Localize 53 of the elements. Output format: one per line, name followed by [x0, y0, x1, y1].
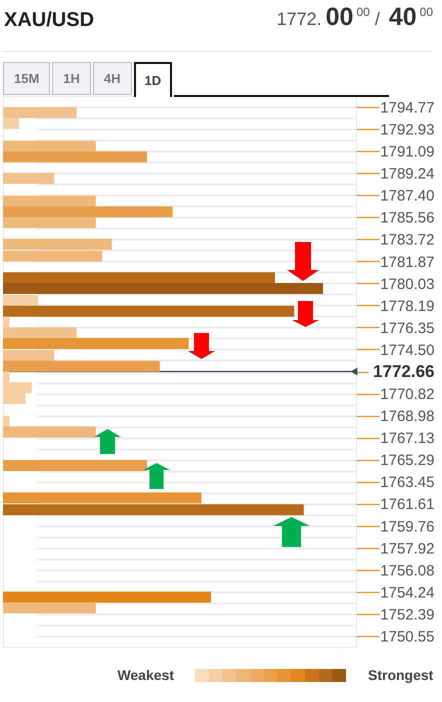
y-tick-label: 1767.13: [380, 430, 434, 448]
text: Strongest: [368, 667, 434, 684]
text: Weakest: [117, 667, 174, 684]
y-tick-label: 1778.19: [380, 298, 434, 315]
y-tick-label: 1770.82: [380, 386, 434, 404]
bar: [3, 360, 160, 372]
y-tick-label: 1756.08: [380, 562, 434, 580]
y-tick-label: 1787.40: [380, 188, 434, 205]
bar: [3, 196, 96, 207]
y-tick-label: 1757.92: [380, 540, 434, 558]
bar: [3, 282, 323, 294]
bar: [3, 151, 147, 162]
y-tick-label: 1754.24: [380, 584, 434, 602]
timeframe-tab[interactable]: 15M: [3, 62, 50, 95]
bar: [3, 217, 96, 228]
bar: [3, 316, 10, 328]
bar: [3, 350, 54, 361]
y-tick-label: 1774.50: [380, 342, 434, 359]
bar: [3, 294, 38, 306]
y-tick-label: 1785.56: [380, 210, 434, 227]
bar: [3, 416, 10, 427]
y-tick-label: 1763.45: [380, 474, 434, 492]
chart-subtitle: 1772.00$^{00}$ / 40$^{00}$: [276, 2, 433, 33]
y-tick-label: 1759.76: [380, 518, 434, 536]
bar: [3, 118, 19, 129]
bar: [3, 172, 54, 184]
bar: [3, 327, 77, 338]
bar: [3, 492, 202, 504]
y-tick-label: 1761.61: [380, 496, 434, 514]
y-tick-label: 1780.03: [380, 276, 434, 293]
y-tick-label: 1765.29: [380, 452, 434, 470]
y-tick-label: 1776.35: [380, 320, 434, 337]
y-tick-label: 1791.09: [380, 144, 434, 161]
bar: [3, 107, 77, 118]
y-tick-label: 1794.77: [380, 100, 434, 117]
chart-title: XAU/USD: [4, 8, 94, 32]
y-tick-label: 1783.72: [380, 232, 434, 249]
bar: [3, 504, 304, 516]
bar: [3, 140, 96, 152]
y-tick-label: 1768.98: [380, 408, 434, 426]
timeframe-tab[interactable]: 1H: [52, 62, 91, 95]
bar: [3, 602, 96, 614]
y-tick-label: 1752.39: [380, 606, 434, 624]
y-tick-label: 1781.87: [380, 254, 434, 271]
y-tick-label: 1789.24: [380, 166, 434, 183]
y-tick-label: 1750.55: [380, 628, 434, 646]
timeframe-tab[interactable]: 1D: [134, 62, 172, 97]
bar: [3, 592, 211, 603]
y-tick-label: 1772.66: [373, 362, 434, 381]
bar: [3, 206, 173, 218]
bar: [3, 272, 275, 284]
y-tick-label: 1792.93: [380, 122, 434, 139]
timeframe-tab[interactable]: 4H: [92, 62, 132, 95]
